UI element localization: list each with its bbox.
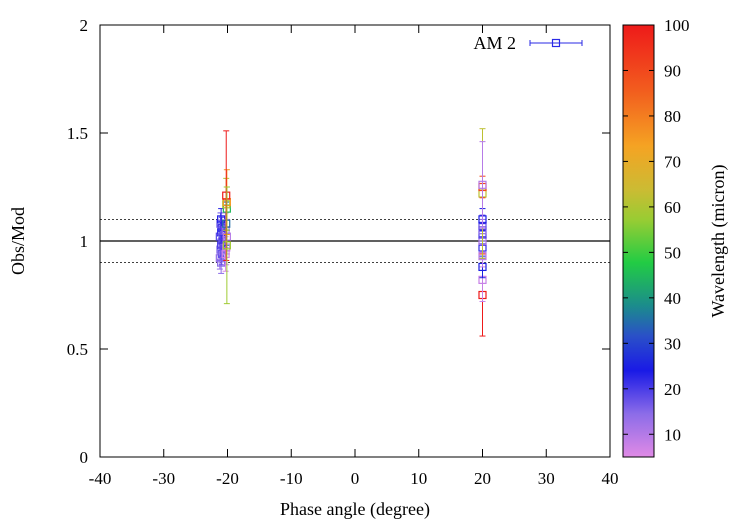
x-tick-label: -40: [89, 469, 112, 488]
colorbar-tick-label: 90: [664, 61, 681, 80]
reference-lines: [100, 218, 610, 264]
colorbar-tick-label: 20: [664, 380, 681, 399]
x-tick-label: 10: [410, 469, 427, 488]
y-tick-label: 1.5: [67, 124, 88, 143]
y-axis-ticks: 0 0.5 1 1.5 2: [67, 16, 610, 467]
colorbar: 10 20 30 40 50 60 70 80 90 100 Wavelength (micron…: [622, 16, 729, 458]
colorbar-tick-label: 100: [664, 16, 690, 35]
x-tick-label: -10: [280, 469, 303, 488]
x-tick-label: 0: [351, 469, 360, 488]
legend-sample: [529, 38, 583, 48]
colorbar-tick-label: 70: [664, 152, 681, 171]
y-axis-label: Obs/Mod: [8, 207, 28, 275]
data-point: [478, 141, 487, 229]
x-tick-label: 30: [538, 469, 555, 488]
colorbar-tick-label: 30: [664, 334, 681, 353]
colorbar-tick-label: 80: [664, 107, 681, 126]
y-tick-label: 0.5: [67, 340, 88, 359]
x-axis-ticks: -40 -30 -20 -10 0 10 20 30 40: [89, 25, 619, 488]
colorbar-ticks: 10 20 30 40 50 60 70 80 90 100: [623, 16, 690, 444]
x-tick-label: 20: [474, 469, 491, 488]
legend-label: AM 2: [473, 33, 516, 53]
colorbar-tick-label: 40: [664, 289, 681, 308]
data-point: [222, 130, 231, 261]
x-axis-label: Phase angle (degree): [280, 499, 430, 520]
data-point: [222, 186, 231, 305]
colorbar-gradient: [622, 24, 655, 458]
colorbar-tick-label: 60: [664, 198, 681, 217]
y-tick-label: 0: [80, 448, 89, 467]
legend: AM 2: [473, 33, 583, 53]
y-tick-label: 2: [80, 16, 89, 35]
x-tick-label: -30: [152, 469, 175, 488]
data-point: [216, 212, 225, 236]
x-tick-label: 40: [602, 469, 619, 488]
colorbar-label: Wavelength (micron): [708, 165, 729, 318]
colorbar-tick-label: 50: [664, 243, 681, 262]
data-points: [215, 128, 487, 337]
x-tick-label: -20: [216, 469, 239, 488]
colorbar-tick-label: 10: [664, 425, 681, 444]
y-tick-label: 1: [80, 232, 89, 251]
